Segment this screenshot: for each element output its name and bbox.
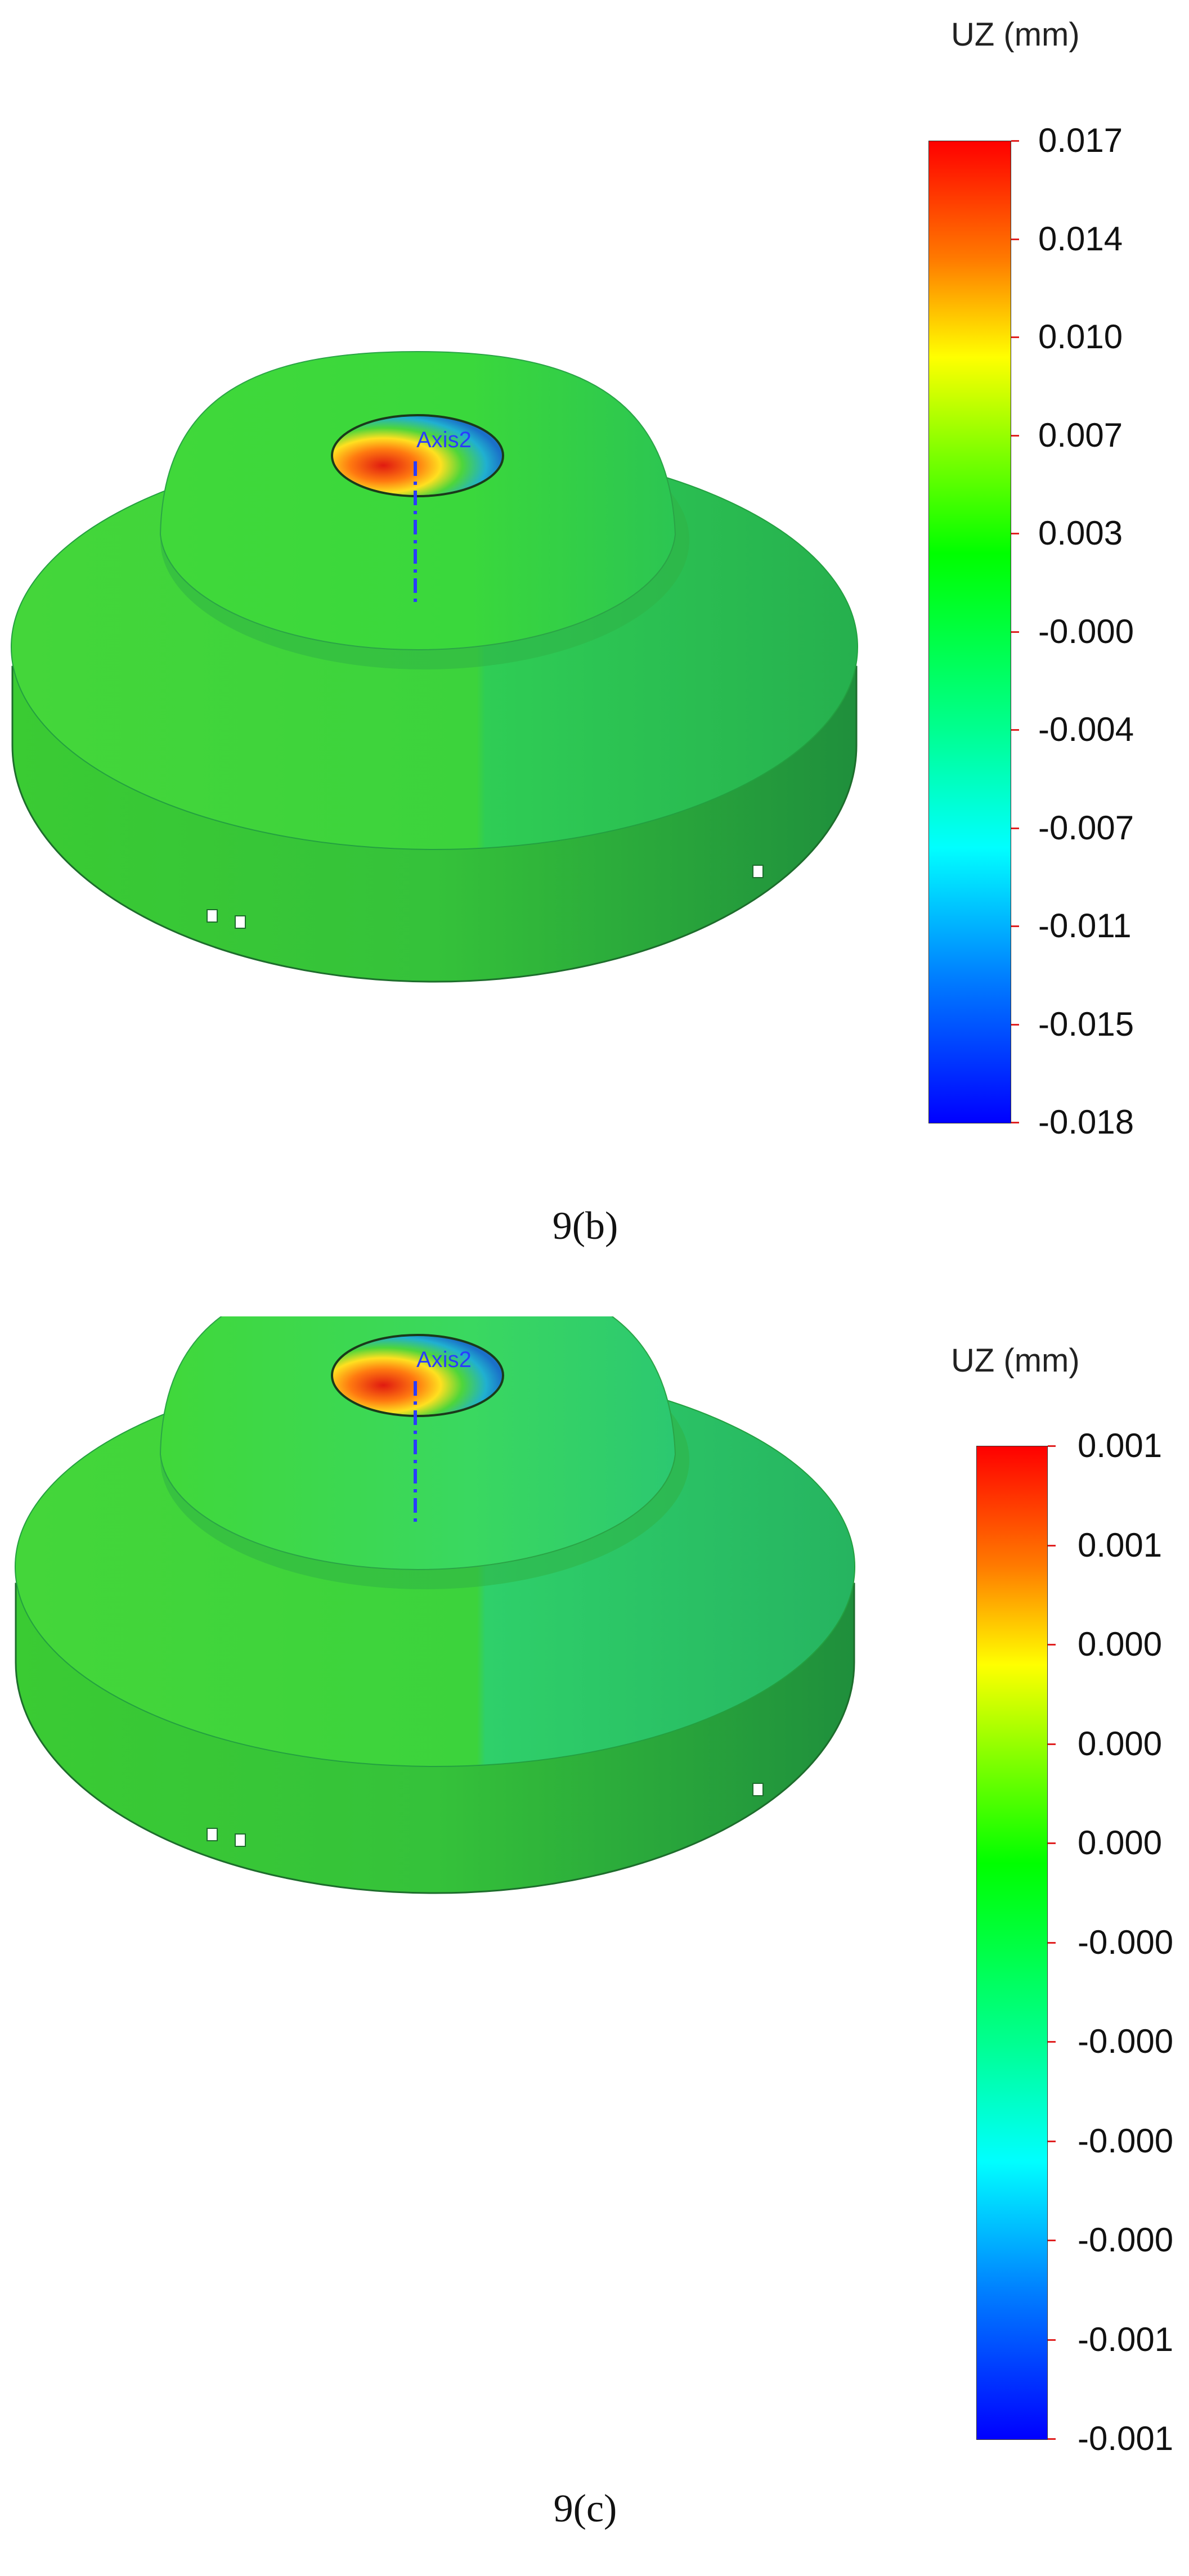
colorbar-tick-mark	[1048, 2041, 1056, 2043]
colorbar-tick-mark	[1011, 1122, 1019, 1123]
colorbar-tick-mark	[1048, 1842, 1056, 1844]
part-model-c: Axis2	[15, 1316, 855, 1894]
colorbar-tick-mark	[1011, 238, 1019, 240]
colorbar-tick-mark	[1011, 729, 1019, 731]
legend-title-c: UZ (mm)	[951, 1342, 1080, 1379]
colorbar-tick-label: -0.001	[1078, 2320, 1174, 2358]
colorbar-tick-label: -0.000	[1078, 2221, 1174, 2259]
colorbar-tick-mark	[1011, 140, 1019, 142]
colorbar-tick-mark	[1011, 1023, 1019, 1026]
axis-label-b: Axis2	[416, 428, 472, 452]
colorbar-tick-mark	[1011, 533, 1019, 534]
colorbar-tick-label: -0.018	[1038, 1103, 1134, 1141]
axis-label-c: Axis2	[416, 1347, 472, 1372]
colorbar-tick-label: -0.000	[1078, 2022, 1174, 2060]
colorbar-tick-label: -0.015	[1038, 1005, 1134, 1043]
colorbar-tick-label: -0.001	[1078, 2420, 1174, 2457]
colorbar-b	[928, 141, 1011, 1123]
figure-panel-c: Axis2 UZ (mm) 0.001 0.001 0.000 0.000 0.000 -…	[0, 1316, 1189, 2576]
colorbar-tick-mark	[1011, 925, 1019, 927]
part-model-b: Axis2	[11, 350, 858, 983]
colorbar-tick-label: -0.000	[1038, 612, 1134, 650]
colorbar-tick-label: 0.010	[1038, 318, 1123, 356]
colorbar-tick-label: -0.011	[1038, 907, 1132, 945]
colorbar-tick-mark	[1048, 1445, 1056, 1447]
colorbar-tick-mark	[1048, 2140, 1056, 2142]
colorbar-tick-mark	[1048, 1743, 1056, 1745]
caption-c: 9(c)	[553, 2487, 617, 2530]
colorbar-tick-mark	[1011, 631, 1019, 633]
colorbar-tick-mark	[1011, 827, 1019, 829]
colorbar-tick-mark	[1048, 2339, 1056, 2341]
colorbar-tick-label: 0.007	[1038, 416, 1123, 454]
colorbar-tick-label: -0.000	[1078, 2121, 1174, 2160]
colorbar-tick-mark	[1011, 336, 1019, 338]
colorbar-c	[976, 1446, 1048, 2440]
colorbar-tick-label: -0.004	[1038, 711, 1134, 748]
colorbar-tick-mark	[1048, 2438, 1056, 2440]
legend-title-b: UZ (mm)	[951, 16, 1080, 53]
colorbar-tick-mark	[1048, 1644, 1056, 1646]
colorbar-tick-mark	[1048, 1544, 1056, 1547]
colorbar-tick-label: 0.000	[1078, 1824, 1163, 1862]
colorbar-tick-mark	[1048, 2240, 1056, 2241]
figure-panel-b: Axis2 UZ (mm) 0.017 0.014 0.010 0.007 0.003 -…	[11, 16, 1134, 1248]
colorbar-tick-label: -0.007	[1038, 808, 1134, 847]
colorbar-tick-mark	[1011, 434, 1019, 437]
colorbar-tick-label: 0.014	[1038, 219, 1123, 258]
colorbar-tick-label: -0.000	[1078, 1923, 1174, 1961]
colorbar-tick-label: 0.001	[1078, 1526, 1163, 1564]
colorbar-tick-label: 0.017	[1038, 122, 1123, 159]
colorbar-tick-label: 0.000	[1078, 1724, 1163, 1763]
colorbar-tick-mark	[1048, 1941, 1056, 1944]
caption-b: 9(b)	[552, 1204, 618, 1248]
colorbar-tick-label: 0.000	[1078, 1625, 1163, 1663]
colorbar-tick-label: 0.003	[1038, 514, 1123, 552]
colorbar-tick-label: 0.001	[1078, 1427, 1163, 1464]
